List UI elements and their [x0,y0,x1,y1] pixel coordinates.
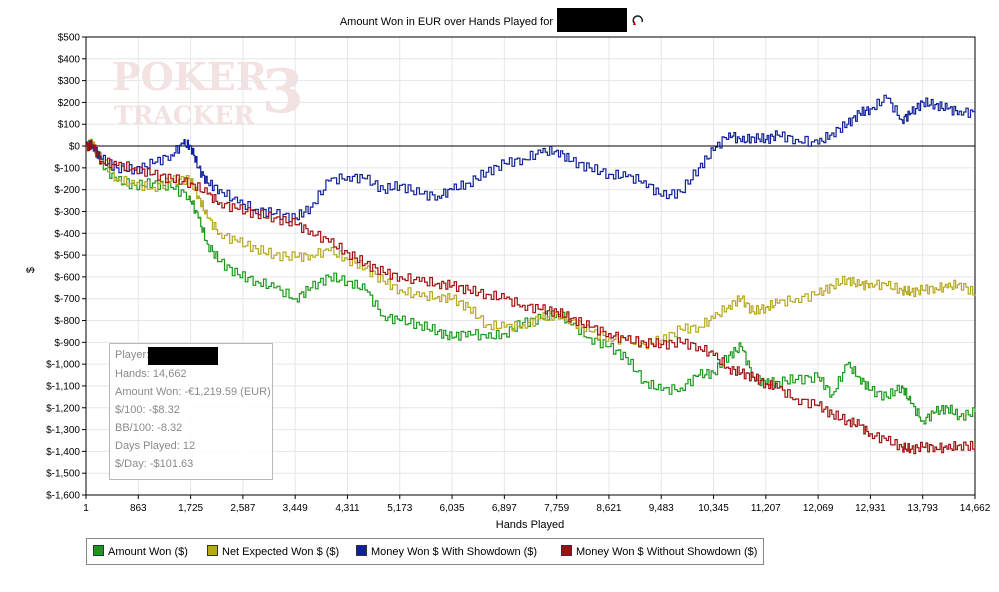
y-tick-label: $100 [58,120,81,131]
y-tick-label: $-500 [54,251,80,262]
x-tick-label: 12,069 [803,503,834,514]
y-tick-label: $-800 [54,316,80,327]
x-tick-label: 2,587 [230,503,255,514]
legend-label: Money Won $ With Showdown ($) [371,546,538,558]
stats-per-day: $/Day: -$101.63 [115,458,194,470]
x-tick-label: 14,662 [960,503,991,514]
watermark-line1: POKER [112,54,268,99]
x-tick-label: 11,207 [751,503,781,514]
x-tick-label: 4,311 [335,503,360,514]
redacted-player-name-title [557,8,627,32]
stats-amount-won: Amount Won: -€1,219.59 (EUR) [115,386,271,398]
x-tick-label: 1 [83,503,89,514]
legend-swatch [93,545,104,556]
y-tick-label: $300 [58,76,81,87]
y-tick-label: $-1,400 [46,447,80,458]
series-line-3 [86,94,976,223]
legend-item-amount-won[interactable]: Amount Won ($) [93,545,188,558]
player-stats-box: Player: Hands: 14,662 Amount Won: -€1,21… [109,343,273,480]
series-line-2 [86,139,976,350]
legend-label: Amount Won ($) [108,546,188,558]
series-line-1 [86,138,976,425]
stats-days-played: Days Played: 12 [115,440,196,452]
stats-per-100: $/100: -$8.32 [115,404,180,416]
x-tick-label: 9,483 [649,503,674,514]
y-tick-label: $500 [58,33,81,44]
y-tick-label: $-700 [54,294,80,305]
series-line-4 [86,139,976,455]
y-tick-label: $-1,300 [46,425,80,436]
watermark: POKER 3 TRACKER [112,54,304,130]
legend-label: Net Expected Won $ ($) [222,546,340,558]
x-tick-label: 6,035 [440,503,465,514]
redacted-player-name [148,347,218,365]
x-tick-label: 10,345 [698,503,729,514]
legend-label: Money Won $ Without Showdown ($) [576,546,758,558]
watermark-line2: TRACKER [114,101,254,130]
stats-hands: Hands: 14,662 [115,368,187,380]
legend-item-with-showdown[interactable]: Money Won $ With Showdown ($) [356,545,537,558]
y-tick-label: $-900 [54,338,80,349]
legend: Amount Won ($) Net Expected Won $ ($) Mo… [86,538,764,565]
y-axis-title: $ [25,267,37,273]
legend-swatch [356,545,367,556]
stats-bb-100: BB/100: -8.32 [115,422,183,434]
y-tick-label: $-1,200 [46,403,80,414]
series-group [86,94,976,455]
x-tick-label: 12,931 [855,503,886,514]
x-tick-label: 6,897 [492,503,517,514]
y-axis: $500 $400 $300 $200 $100 $0 $-100 $-200 $-300 $-4… [46,33,86,502]
x-axis: 1 863 1,725 2,587 3,449 4,311 5,173 6,035 6,897 7… [83,495,991,514]
y-tick-label: $-200 [54,185,80,196]
legend-item-without-showdown[interactable]: Money Won $ Without Showdown ($) [561,545,757,558]
y-tick-label: $-1,500 [46,469,80,480]
refresh-icon[interactable] [631,13,645,27]
x-tick-label: 5,173 [387,503,412,514]
plot-area [85,36,976,496]
legend-item-net-expected-won[interactable]: Net Expected Won $ ($) [207,545,339,558]
x-tick-label: 1,725 [178,503,203,514]
y-tick-label: $-1,000 [46,360,80,371]
y-tick-label: $-1,100 [46,381,80,392]
x-tick-label: 7,759 [544,503,569,514]
chart-title: Amount Won in EUR over Hands Played for [340,16,554,28]
y-tick-label: $-100 [54,163,80,174]
x-tick-label: 13,793 [907,503,938,514]
legend-swatch [561,545,572,556]
y-tick-label: $200 [58,98,81,109]
x-tick-label: 8,621 [596,503,621,514]
y-tick-label: $400 [58,54,81,65]
legend-swatch [207,545,218,556]
y-tick-label: $-300 [54,207,80,218]
y-tick-label: $-400 [54,229,80,240]
watermark-mark: 3 [262,57,304,127]
y-tick-label: $-1,600 [46,491,80,502]
y-tick-label: $-600 [54,272,80,283]
y-tick-label: $0 [69,142,81,153]
x-tick-label: 863 [130,503,147,514]
x-tick-label: 3,449 [283,503,308,514]
stats-player-label: Player: [115,349,150,361]
x-axis-title: Hands Played [496,519,565,531]
